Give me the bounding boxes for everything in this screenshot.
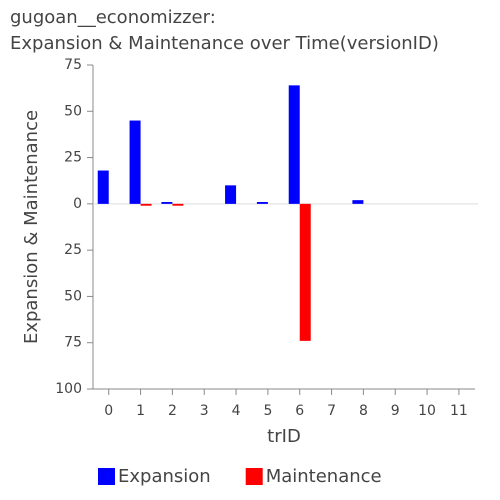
- bar: [288, 85, 300, 204]
- bar: [140, 203, 152, 206]
- y-axis-label: Expansion & Maintenance: [21, 110, 42, 344]
- bar: [129, 120, 141, 204]
- bar: [256, 202, 268, 204]
- chart-subtitle: Expansion & Maintenance over Time(versio…: [10, 33, 439, 54]
- x-tick-label: 0: [104, 403, 113, 419]
- y-tick-label: 50: [64, 103, 82, 119]
- y-tick-label: 50: [64, 288, 82, 304]
- legend-swatch: [98, 468, 115, 485]
- bar: [97, 170, 109, 204]
- bar: [225, 185, 237, 204]
- x-tick-label: 9: [391, 403, 400, 419]
- x-axis-label: trID: [267, 426, 301, 447]
- bar: [161, 202, 173, 204]
- x-tick-label: 2: [168, 403, 177, 419]
- x-tick-label: 1: [136, 403, 145, 419]
- bar: [172, 203, 184, 206]
- legend-label: Expansion: [118, 466, 211, 487]
- x-tick-label: 6: [295, 403, 304, 419]
- x-tick-label: 3: [200, 403, 209, 419]
- y-tick-label: 75: [64, 57, 82, 73]
- x-tick-label: 4: [232, 403, 241, 419]
- x-tick-label: 7: [327, 403, 336, 419]
- bar: [352, 200, 364, 204]
- legend-label: Maintenance: [266, 466, 382, 487]
- y-tick-label: 0: [73, 196, 82, 212]
- y-tick-label: 25: [64, 242, 82, 258]
- y-tick-label: 75: [64, 335, 82, 351]
- x-tick-label: 11: [450, 403, 468, 419]
- legend-swatch: [245, 468, 263, 485]
- x-tick-label: 8: [359, 403, 368, 419]
- x-tick-label: 10: [418, 403, 436, 419]
- bar: [299, 203, 311, 341]
- y-tick-label: 100: [55, 381, 82, 397]
- chart-title: gugoan__economizzer:: [10, 7, 216, 28]
- x-tick-label: 5: [263, 403, 272, 419]
- y-tick-label: 25: [64, 150, 82, 166]
